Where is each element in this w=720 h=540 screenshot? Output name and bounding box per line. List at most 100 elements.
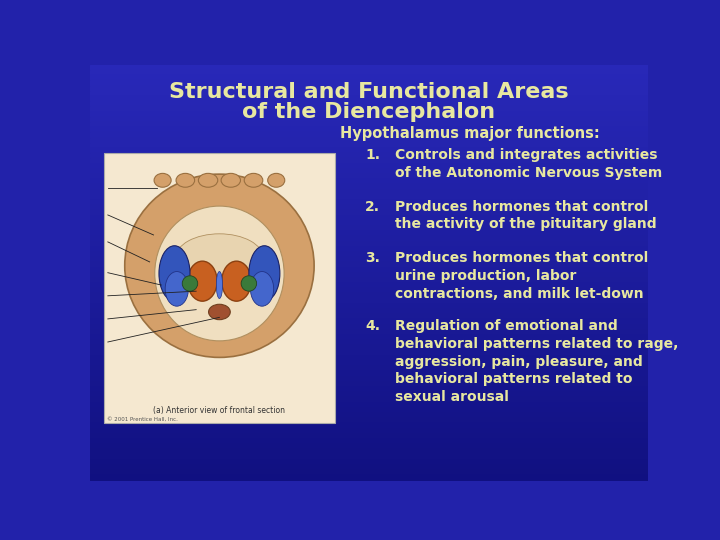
Bar xyxy=(90,247,648,252)
Text: 3.: 3. xyxy=(365,251,380,265)
Bar xyxy=(90,96,648,101)
Bar xyxy=(90,470,648,475)
Bar xyxy=(90,439,648,444)
Ellipse shape xyxy=(188,261,217,301)
Bar xyxy=(90,101,648,106)
Circle shape xyxy=(241,276,256,291)
Ellipse shape xyxy=(221,173,240,187)
Bar xyxy=(90,174,648,179)
Bar xyxy=(90,387,648,392)
Bar xyxy=(90,418,648,423)
Bar xyxy=(90,382,648,387)
Bar xyxy=(90,283,648,288)
Bar xyxy=(90,465,648,470)
Bar xyxy=(90,460,648,465)
Bar xyxy=(90,211,648,215)
Bar xyxy=(90,262,648,267)
Bar xyxy=(90,366,648,372)
Bar xyxy=(90,200,648,205)
Ellipse shape xyxy=(176,173,194,187)
Bar xyxy=(90,320,648,325)
Ellipse shape xyxy=(244,173,263,187)
Bar xyxy=(90,423,648,429)
Bar xyxy=(90,335,648,340)
Bar xyxy=(90,294,648,299)
FancyBboxPatch shape xyxy=(104,153,335,423)
Bar xyxy=(90,444,648,449)
Text: 4.: 4. xyxy=(365,319,380,333)
Bar xyxy=(90,340,648,346)
Bar xyxy=(90,325,648,330)
Bar xyxy=(90,231,648,237)
Bar xyxy=(90,158,648,164)
Bar xyxy=(90,455,648,460)
Bar xyxy=(90,117,648,122)
Bar xyxy=(90,408,648,413)
Ellipse shape xyxy=(154,173,171,187)
Ellipse shape xyxy=(165,272,189,306)
Bar xyxy=(90,356,648,361)
Text: Produces hormones that control
the activity of the pituitary gland: Produces hormones that control the activ… xyxy=(395,200,656,232)
Bar xyxy=(90,168,648,174)
Bar xyxy=(90,164,648,168)
Ellipse shape xyxy=(125,174,314,357)
Bar xyxy=(90,112,648,117)
Bar xyxy=(90,475,648,481)
Ellipse shape xyxy=(199,173,217,187)
Bar xyxy=(90,226,648,231)
Bar xyxy=(90,184,648,190)
Bar xyxy=(90,127,648,132)
Ellipse shape xyxy=(222,261,251,301)
Bar xyxy=(90,75,648,80)
Ellipse shape xyxy=(155,206,284,341)
Ellipse shape xyxy=(176,234,264,282)
Bar xyxy=(90,304,648,309)
Ellipse shape xyxy=(268,173,285,187)
Bar xyxy=(90,309,648,314)
Bar xyxy=(90,413,648,418)
Bar xyxy=(90,299,648,304)
Text: Structural and Functional Areas: Structural and Functional Areas xyxy=(169,82,569,102)
Bar xyxy=(90,267,648,273)
Circle shape xyxy=(182,276,198,291)
Bar xyxy=(90,91,648,96)
Bar xyxy=(90,138,648,143)
Bar xyxy=(90,237,648,241)
Bar xyxy=(90,106,648,112)
Text: Controls and integrates activities
of the Autonomic Nervous System: Controls and integrates activities of th… xyxy=(395,148,662,180)
Ellipse shape xyxy=(216,272,222,299)
Text: (a) Anterior view of frontal section: (a) Anterior view of frontal section xyxy=(153,406,285,415)
Text: Regulation of emotional and
behavioral patterns related to rage,
aggression, pai: Regulation of emotional and behavioral p… xyxy=(395,319,678,404)
Bar xyxy=(90,195,648,200)
Bar xyxy=(90,257,648,262)
Bar xyxy=(90,429,648,434)
Bar xyxy=(90,80,648,85)
Text: Hypothalamus major functions:: Hypothalamus major functions: xyxy=(340,126,600,141)
Bar xyxy=(90,392,648,397)
Bar xyxy=(90,132,648,138)
Bar xyxy=(90,434,648,439)
Bar xyxy=(90,346,648,350)
Bar xyxy=(90,330,648,335)
Bar xyxy=(90,397,648,403)
Bar xyxy=(90,361,648,366)
Ellipse shape xyxy=(251,272,274,306)
Bar xyxy=(90,241,648,247)
Bar xyxy=(90,143,648,148)
Bar xyxy=(90,314,648,320)
Bar xyxy=(90,403,648,408)
Bar xyxy=(90,65,648,70)
Bar xyxy=(90,148,648,153)
Bar xyxy=(90,372,648,377)
Bar xyxy=(90,122,648,127)
Bar xyxy=(90,278,648,283)
Bar xyxy=(90,70,648,75)
Bar xyxy=(90,85,648,91)
Bar xyxy=(90,221,648,226)
Bar xyxy=(90,252,648,257)
Bar xyxy=(90,190,648,195)
Bar xyxy=(90,377,648,382)
Text: Produces hormones that control
urine production, labor
contractions, and milk le: Produces hormones that control urine pro… xyxy=(395,251,648,301)
Bar xyxy=(90,288,648,294)
Bar xyxy=(90,215,648,221)
